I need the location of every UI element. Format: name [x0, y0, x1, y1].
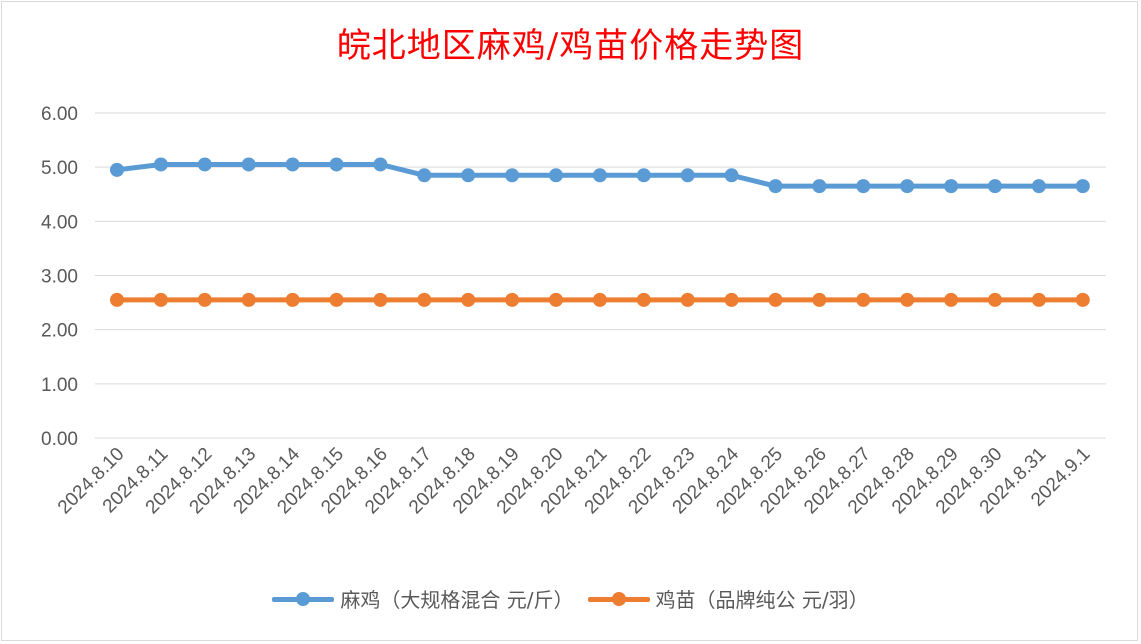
series-0-point-22	[1075, 179, 1090, 194]
series-1-point-5	[329, 292, 344, 307]
y-axis-ticks: 0.00 1.00 2.00 3.00 4.00 5.00 6.00	[41, 104, 78, 450]
series-0-point-14	[724, 168, 739, 183]
series-0-point-10	[549, 168, 563, 183]
chart-title: 皖北地区麻鸡/鸡苗价格走势图	[336, 26, 805, 66]
series-1-point-22	[1075, 292, 1090, 307]
series-0-point-5	[329, 157, 344, 172]
series-0-point-9	[505, 168, 520, 183]
series-0-point-0	[110, 162, 124, 177]
y-tick-label-1: 1.00	[41, 375, 78, 396]
y-tick-label-3: 3.00	[41, 267, 78, 288]
series-0-point-12	[636, 168, 651, 183]
series-1-point-21	[1031, 292, 1046, 307]
series-1-point-13	[680, 292, 695, 307]
legend-item-0: 麻鸡（大规格混合 元/斤）	[272, 584, 574, 613]
series-0-point-4	[285, 157, 300, 172]
series-1-point-16	[812, 292, 827, 307]
legend-label-0: 麻鸡（大规格混合 元/斤）	[340, 588, 574, 612]
series-layer	[110, 157, 1090, 307]
series-1-point-4	[285, 292, 300, 307]
series-0-point-13	[680, 168, 695, 183]
series-1-point-12	[636, 292, 651, 307]
series-0-point-3	[241, 157, 256, 172]
series-1-point-17	[856, 292, 871, 307]
series-1-point-15	[768, 292, 783, 307]
y-tick-label-6: 6.00	[41, 104, 78, 125]
series-1-point-2	[197, 292, 212, 307]
series-1-point-11	[592, 292, 607, 307]
legend: 麻鸡（大规格混合 元/斤） 鸡苗（品牌纯公 元/羽）	[0, 584, 1141, 613]
legend-swatch-0	[272, 585, 335, 613]
series-0-point-20	[988, 179, 1002, 194]
y-tick-label-4: 4.00	[41, 212, 78, 233]
series-1-point-10	[549, 292, 563, 307]
series-1	[110, 292, 1090, 307]
legend-label-1: 鸡苗（品牌纯公 元/羽）	[655, 588, 869, 612]
series-0-point-7	[417, 168, 432, 183]
series-1-point-3	[241, 292, 256, 307]
y-tick-label-0: 0.00	[41, 429, 78, 450]
gridlines	[95, 112, 1106, 439]
series-1-point-18	[900, 292, 915, 307]
series-0-point-8	[461, 168, 476, 183]
series-0-point-17	[856, 179, 871, 194]
series-0-point-6	[373, 157, 388, 172]
series-0-point-19	[944, 179, 959, 194]
series-1-point-0	[110, 292, 124, 307]
series-0-point-1	[153, 157, 168, 172]
series-0-point-18	[900, 179, 915, 194]
series-1-point-19	[944, 292, 959, 307]
series-1-point-20	[988, 292, 1002, 307]
y-tick-label-2: 2.00	[41, 321, 78, 342]
series-0-point-16	[812, 179, 827, 194]
series-0-point-21	[1031, 179, 1046, 194]
series-1-point-9	[505, 292, 520, 307]
series-1-point-6	[373, 292, 388, 307]
x-axis-ticks: 2024.8.102024.8.112024.8.122024.8.132024…	[54, 443, 1094, 518]
series-0	[110, 157, 1090, 194]
legend-swatch-1	[587, 585, 650, 613]
y-tick-label-5: 5.00	[41, 158, 78, 179]
legend-item-1: 鸡苗（品牌纯公 元/羽）	[587, 584, 869, 613]
series-1-point-7	[417, 292, 432, 307]
series-1-point-1	[153, 292, 168, 307]
series-0-point-11	[592, 168, 607, 183]
series-1-point-14	[724, 292, 739, 307]
series-0-point-15	[768, 179, 783, 194]
series-1-point-8	[461, 292, 476, 307]
series-0-point-2	[197, 157, 212, 172]
